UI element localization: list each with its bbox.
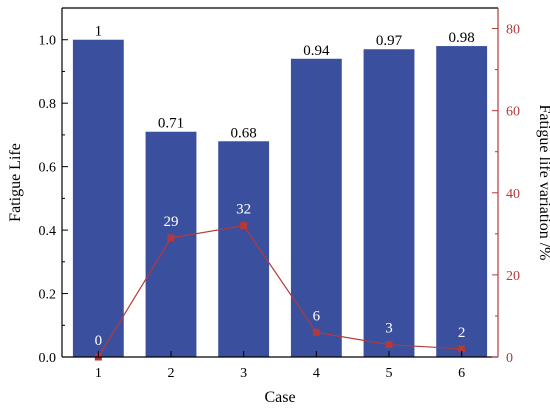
bar-case-6 (436, 46, 488, 358)
variation-marker (167, 234, 175, 242)
x-axis-title: Case (264, 389, 295, 406)
x-tick-label: 3 (240, 366, 247, 381)
variation-value-label: 29 (164, 214, 179, 230)
bar-value-label: 1 (95, 24, 103, 40)
variation-value-label: 0 (95, 333, 103, 349)
y2-tick-label: 60 (506, 105, 520, 120)
y2-tick-label: 40 (506, 187, 520, 202)
bar-value-label: 0.94 (303, 43, 330, 59)
y-tick-label: 0.0 (39, 351, 57, 366)
variation-marker (312, 328, 320, 336)
y2-tick-label: 80 (506, 23, 520, 38)
variation-line (97, 224, 462, 358)
x-tick-label: 2 (168, 366, 175, 381)
variation-marker (240, 222, 248, 230)
bar-value-label: 0.68 (231, 125, 257, 141)
bar-value-label: 0.98 (449, 30, 475, 46)
x-tick-label: 6 (458, 366, 465, 381)
y-axis-title: Fatigue Life (7, 143, 24, 222)
y2-tick-label: 0 (506, 351, 513, 366)
y2-axis-title: Fatigue life variation /% (536, 105, 550, 261)
bar-value-label: 0.71 (158, 116, 184, 132)
y-tick-label: 0.6 (39, 161, 57, 176)
variation-marker (385, 341, 393, 349)
x-tick-label: 4 (313, 366, 320, 381)
variation-value-label: 2 (458, 325, 466, 341)
variation-value-label: 3 (385, 321, 393, 337)
y-tick-label: 0.4 (39, 224, 57, 239)
x-tick-label: 5 (386, 366, 393, 381)
y-tick-label: 0.2 (39, 288, 57, 303)
y-tick-label: 1.0 (39, 34, 57, 49)
bar-case-1 (72, 39, 124, 358)
variation-value-label: 6 (313, 308, 321, 324)
y2-tick-label: 20 (506, 269, 520, 284)
variation-value-label: 32 (236, 202, 251, 218)
bar-case-5 (363, 49, 415, 357)
bar-case-3 (218, 141, 270, 357)
bar-case-2 (145, 131, 197, 357)
bar-value-label: 0.97 (376, 33, 403, 49)
variation-marker (458, 345, 466, 353)
y-tick-label: 0.8 (39, 97, 57, 112)
x-tick-label: 1 (95, 366, 102, 381)
